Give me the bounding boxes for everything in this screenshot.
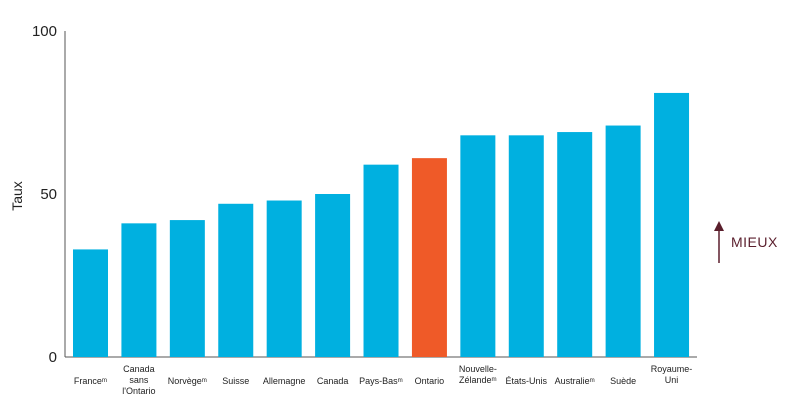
category-label: Pays-Basᵐ: [359, 376, 403, 386]
bar: [218, 203, 254, 357]
bars: [73, 92, 690, 357]
bar: [121, 223, 157, 357]
category-label: Franceᵐ: [74, 376, 107, 386]
y-tick-labels: 0 50 100: [32, 23, 57, 366]
bar: [169, 220, 205, 357]
arrow-head-icon: [714, 221, 724, 231]
y-tick-label: 0: [49, 349, 57, 366]
bar: [654, 92, 690, 357]
bar: [315, 194, 351, 357]
category-label: Allemagne: [263, 376, 306, 386]
bar: [557, 132, 593, 357]
category-label: Suède: [610, 376, 636, 386]
category-label: Norvègeᵐ: [168, 376, 207, 386]
y-tick-label: 50: [40, 186, 57, 203]
bar: [605, 125, 641, 357]
category-label: Royaume-Uni: [651, 364, 693, 385]
category-label: Canada sans l'Ontario: [122, 364, 155, 396]
category-label: Canada: [317, 376, 349, 386]
y-tick-label: 100: [32, 23, 57, 40]
y-axis-label: Taux: [9, 181, 25, 211]
category-labels: Franceᵐ Canada sans l'Ontario Norvègeᵐ Suisse…: [74, 364, 692, 396]
category-label: Australieᵐ: [555, 376, 595, 386]
bar: [266, 200, 302, 357]
category-label: États-Unis: [506, 376, 548, 386]
better-annotation: MIEUX: [714, 221, 778, 263]
category-label: Ontario: [415, 376, 445, 386]
bar: [460, 135, 496, 357]
bar: [363, 164, 399, 357]
category-label: Nouvelle-Zélandeᵐ: [459, 364, 497, 385]
bar: [508, 135, 544, 357]
category-label: Suisse: [222, 376, 249, 386]
bar: [73, 249, 108, 357]
mieux-label: MIEUX: [731, 234, 778, 250]
bar: [411, 158, 447, 357]
